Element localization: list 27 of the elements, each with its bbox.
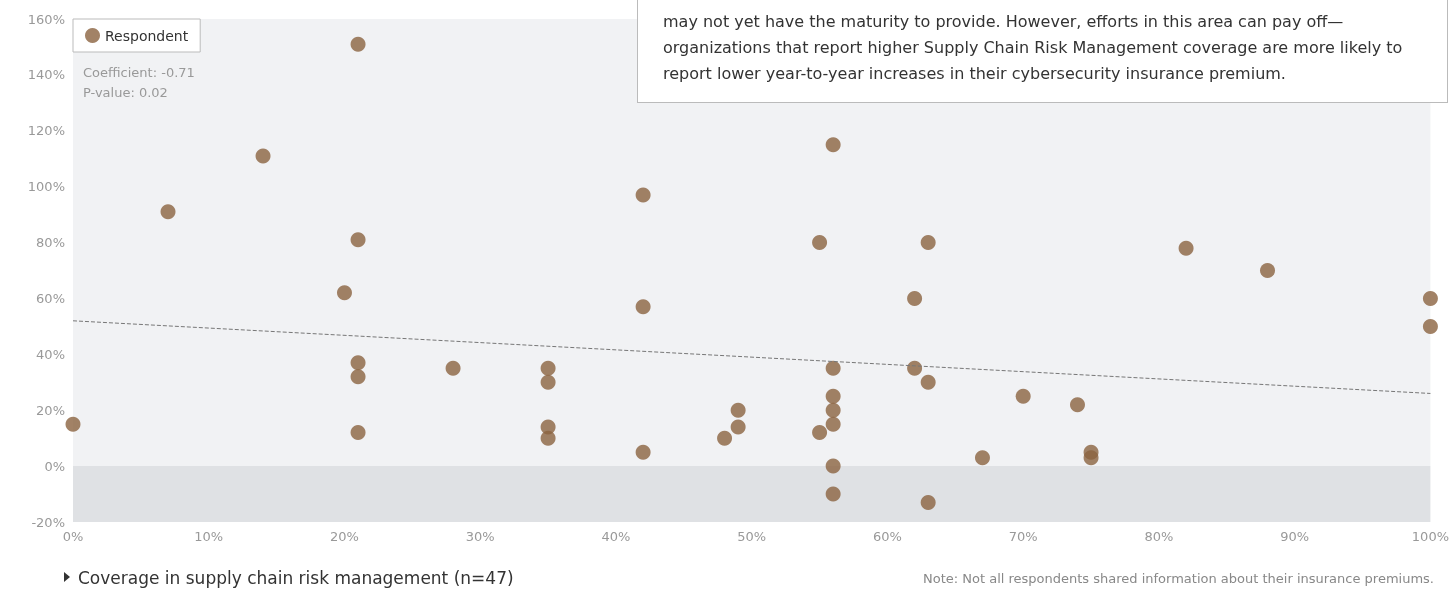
- y-tick-label: 0%: [44, 458, 65, 474]
- y-tick-label: 80%: [36, 235, 65, 251]
- legend-label: Respondent: [105, 27, 189, 44]
- y-tick-label: 100%: [27, 179, 65, 195]
- x-tick-label: 40%: [601, 529, 631, 544]
- x-tick-label: 20%: [330, 529, 359, 544]
- x-tick-label: 50%: [737, 529, 767, 544]
- y-tick-label: -20%: [31, 514, 65, 530]
- x-tick-label: 100%: [1411, 529, 1449, 544]
- x-tick-label: 10%: [194, 529, 224, 544]
- x-tick-label: 0%: [62, 529, 84, 544]
- text: Note: Not all respondents shared information about their insurance premiums.: [922, 571, 1434, 586]
- x-tick-label: 90%: [1280, 529, 1310, 544]
- annotation: may not yet have the maturity to provide. However, efforts in this area can pay off—organizations that report higher Supply Chain Risk Management coverage are more likely to report lower year-to-year increases in their cybersecurity insurance premium.: [663, 11, 1404, 85]
- y-tick-label: 60%: [36, 290, 65, 306]
- x-tick-label: 30%: [465, 529, 495, 544]
- y-tick-label: 160%: [27, 11, 65, 27]
- x-tick-label: 80%: [1144, 529, 1174, 544]
- y-tick-label: 20%: [36, 402, 65, 418]
- x-tick-label: 60%: [873, 529, 902, 544]
- y-tick-label: 40%: [36, 346, 65, 362]
- y-tick-label: 120%: [27, 123, 65, 139]
- x-axis-title: Coverage in supply chain risk management (n=47): [78, 567, 514, 588]
- y-tick-label: 140%: [27, 67, 65, 83]
- x-tick-label: 70%: [1008, 529, 1038, 544]
- annotation: Coefficient: -0.71: [83, 65, 195, 80]
- annotation: P-value: 0.02: [83, 85, 168, 100]
